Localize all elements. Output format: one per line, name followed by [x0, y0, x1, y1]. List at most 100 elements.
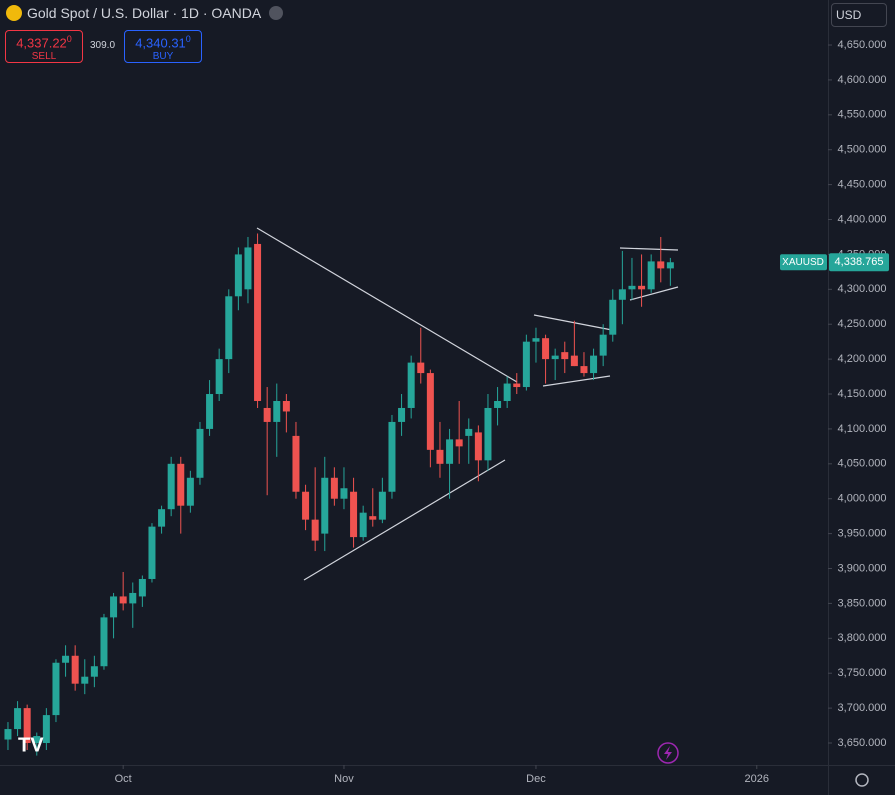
candle-body: [590, 355, 598, 374]
sell-label: SELL: [31, 51, 57, 63]
sell-pip: 0: [66, 34, 72, 44]
candle-body: [340, 488, 348, 499]
candle-body: [282, 400, 290, 412]
candle-body: [100, 617, 108, 667]
x-tick-label: Dec: [526, 773, 546, 785]
y-tick-label: 4,650.000: [838, 39, 887, 51]
candle-body: [4, 729, 12, 740]
candle-body: [167, 463, 175, 510]
candle-body: [42, 715, 50, 744]
currency-select[interactable]: USD: [831, 3, 887, 27]
candle-body: [244, 247, 252, 290]
y-tick-label: 4,150.000: [838, 388, 887, 400]
candle-body: [398, 407, 406, 422]
candle-body: [359, 512, 367, 538]
candle-body: [513, 383, 521, 388]
candle-body: [148, 526, 156, 579]
sell-button[interactable]: 4,337.220 SELL: [5, 30, 83, 63]
y-tick-label: 4,100.000: [838, 423, 887, 435]
y-tick-label: 3,700.000: [838, 702, 887, 714]
candle-body: [369, 516, 377, 520]
logo: TV: [18, 734, 44, 756]
candle-body: [71, 655, 79, 684]
buy-pip: 0: [185, 34, 191, 44]
y-tick-label: 4,050.000: [838, 458, 887, 470]
toggle[interactable]: [269, 6, 284, 20]
x-tick-label: Nov: [334, 773, 354, 785]
y-tick-label: 3,850.000: [838, 597, 887, 609]
candle-body: [263, 407, 271, 422]
candle-body: [254, 243, 262, 401]
header: Gold Spot / U.S. Dollar · 1D · OANDA: [6, 5, 284, 21]
settings-icon[interactable]: [855, 773, 869, 787]
x-tick-label: Oct: [115, 773, 132, 785]
y-tick-label: 3,750.000: [838, 667, 887, 679]
y-tick-label: 4,400.000: [838, 213, 887, 225]
candle-body: [158, 509, 166, 527]
price-tag-label: 4,338.765: [835, 256, 884, 268]
trendline: [533, 314, 613, 331]
candle-body: [273, 400, 281, 422]
symbol-tag-label: XAUUSD: [782, 257, 824, 268]
symbol-icon: [6, 5, 22, 21]
candle-body: [446, 439, 454, 464]
candle-body: [455, 439, 463, 447]
candle-body: [551, 355, 559, 360]
candle-body: [321, 477, 329, 534]
y-tick-label: 4,500.000: [838, 144, 887, 156]
candle-body: [14, 708, 22, 730]
spread: 309.0: [90, 40, 116, 51]
candle-body: [215, 359, 223, 395]
buy-button[interactable]: 4,340.310 BUY: [124, 30, 202, 63]
y-tick-label: 3,800.000: [838, 632, 887, 644]
y-tick-label: 4,200.000: [838, 353, 887, 365]
candles: [4, 233, 674, 756]
alert-icon[interactable]: [657, 742, 679, 764]
candle-body: [609, 299, 617, 335]
candle-body: [474, 432, 482, 461]
trendline: [303, 459, 506, 581]
candle-body: [657, 261, 665, 269]
trendline: [629, 286, 679, 301]
y-tick-label: 4,600.000: [838, 74, 887, 86]
candle-body: [503, 383, 511, 401]
y-tick-label: 4,000.000: [838, 493, 887, 505]
alert-bolt: [664, 746, 672, 760]
trendline: [542, 375, 611, 387]
candle-body: [119, 596, 127, 604]
candle-body: [225, 296, 233, 360]
candle-body: [388, 421, 396, 492]
candle-body: [378, 491, 386, 520]
candle-body: [62, 655, 70, 663]
candle-body: [206, 394, 214, 429]
candle-body: [666, 262, 674, 269]
candle-body: [532, 338, 540, 342]
axes: 3,650.000 3,700.000 3,750.000 3,800.000 3,85…: [115, 39, 887, 785]
candle-body: [465, 428, 473, 436]
candle-body: [350, 491, 358, 538]
candle-body: [638, 285, 646, 290]
sell-price: 4,337.22: [16, 35, 67, 51]
x-tick-label: 2026: [745, 773, 769, 785]
candle-body: [33, 736, 41, 744]
y-tick-label: 3,950.000: [838, 528, 887, 540]
candle-body: [542, 338, 550, 360]
y-tick-label: 3,900.000: [838, 562, 887, 574]
candle-body: [292, 435, 300, 492]
candle-body: [436, 449, 444, 464]
candle-body: [494, 400, 502, 408]
trendline: [256, 227, 518, 383]
candle-body: [426, 373, 434, 450]
candle-body: [628, 285, 636, 290]
buy-label: BUY: [152, 51, 174, 63]
candle-body: [177, 463, 185, 506]
symbol-tag: [780, 254, 827, 271]
candle-body: [52, 662, 60, 716]
y-tick-label: 4,550.000: [838, 109, 887, 121]
candle-body: [302, 491, 310, 520]
candle-body: [311, 519, 319, 541]
candle-body: [561, 352, 569, 360]
candle-body: [407, 362, 415, 408]
title: Gold Spot / U.S. Dollar · 1D · OANDA: [27, 5, 262, 21]
